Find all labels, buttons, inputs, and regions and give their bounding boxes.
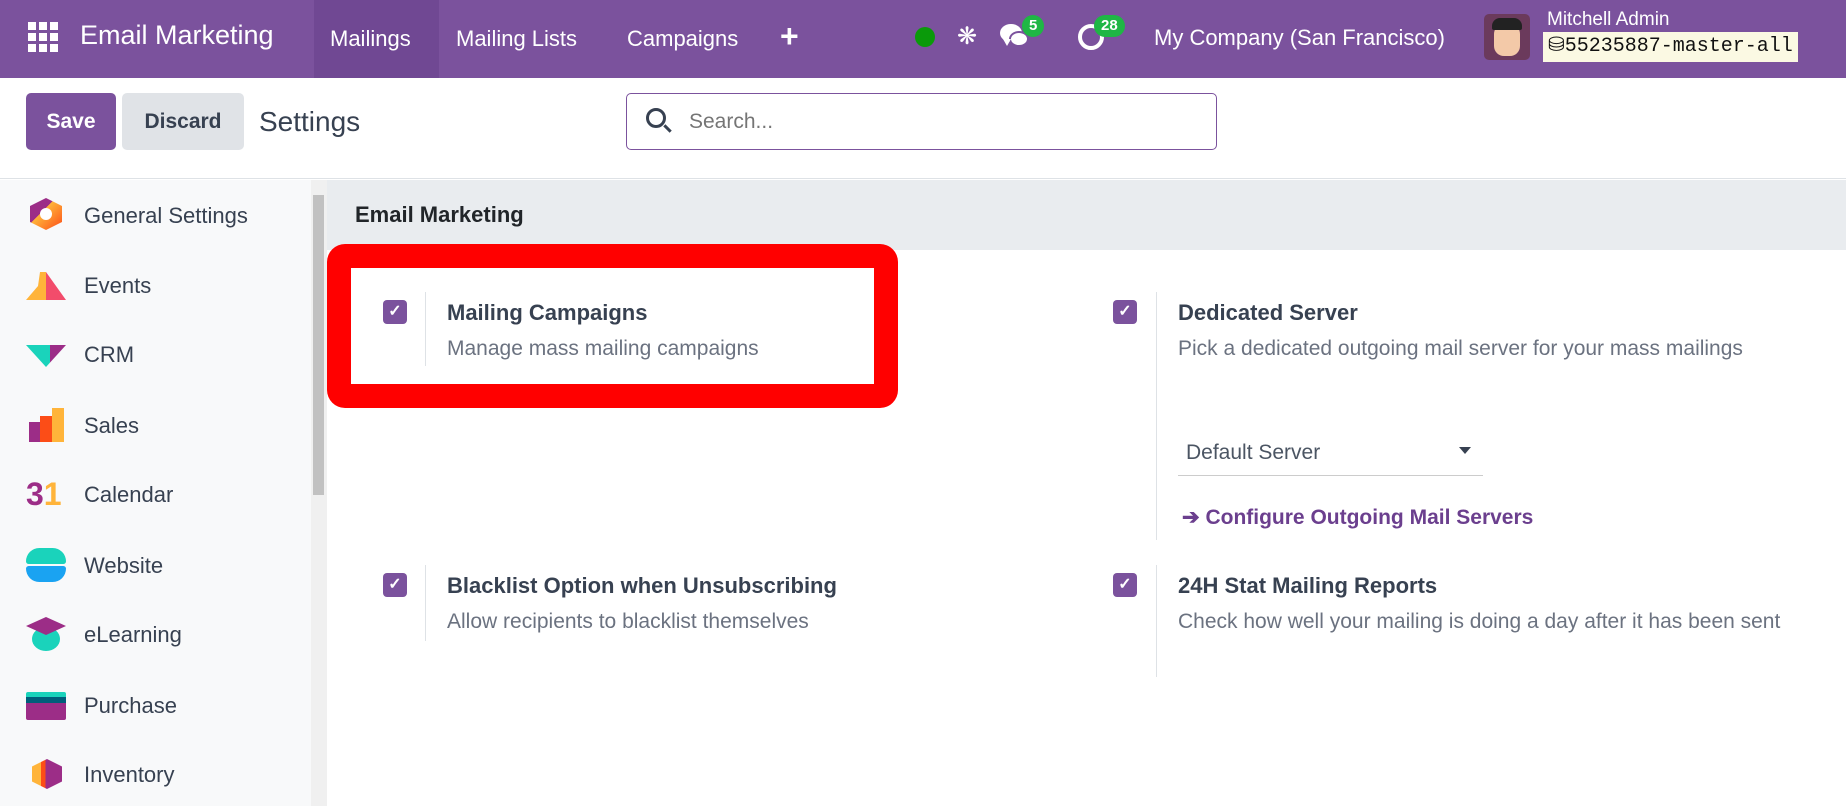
apps-menu-icon[interactable] [28,22,58,52]
stat-reports-desc: Check how well your mailing is doing a d… [1178,610,1781,633]
divider [1156,565,1157,677]
save-button[interactable]: Save [26,93,116,150]
divider [425,565,426,641]
events-icon [26,268,66,304]
elearning-icon [26,617,66,653]
mail-server-select[interactable]: Default Server [1178,437,1483,476]
sidebar-item-inventory[interactable]: Inventory [0,745,311,805]
sales-icon [26,408,66,444]
sidebar-item-label: Purchase [84,693,177,718]
website-icon [26,548,66,584]
discard-button[interactable]: Discard [122,93,244,150]
crm-icon [26,337,66,373]
sidebar-item-label: CRM [84,342,135,367]
section-title: Email Marketing [355,202,524,227]
sidebar-item-label: eLearning [84,622,182,647]
sidebar-item-label: Sales [84,413,140,438]
sidebar-item-purchase[interactable]: Purchase [0,676,311,736]
sidebar-item-crm[interactable]: CRM [0,325,311,385]
configure-mail-servers-label: Configure Outgoing Mail Servers [1205,506,1534,529]
sidebar-item-events[interactable]: Events [0,256,311,316]
search-icon [646,108,666,128]
general-settings-icon [26,198,66,234]
sidebar-item-website[interactable]: Website [0,536,311,596]
breadcrumb-settings: Settings [259,106,361,137]
user-name[interactable]: Mitchell Admin [1547,9,1670,30]
sidebar-item-calendar[interactable]: 31 Calendar [0,465,311,525]
menu-mailings[interactable]: Mailings [314,0,439,78]
app-title[interactable]: Email Marketing [80,20,274,50]
stat-reports-checkbox[interactable]: ✓ [1113,573,1137,597]
database-name: 55235887-master-all [1564,35,1793,58]
dedicated-server-desc: Pick a dedicated outgoing mail server fo… [1178,337,1743,360]
configure-mail-servers-link[interactable]: ➔ Configure Outgoing Mail Servers [1182,505,1533,530]
blacklist-desc: Allow recipients to blacklist themselves [447,610,809,633]
sidebar-item-label: Events [84,273,152,298]
dedicated-server-title: Dedicated Server [1178,300,1358,325]
company-switcher[interactable]: My Company (San Francisco) [1154,25,1445,50]
user-avatar[interactable] [1484,14,1530,60]
sidebar-item-label: General Settings [84,203,248,228]
status-dot-icon [915,27,935,47]
menu-campaigns[interactable]: Campaigns [627,26,739,51]
database-icon: ⛁ [1548,35,1565,58]
highlight-box [327,244,898,408]
sidebar-item-label: Inventory [84,762,175,787]
activities-clock-icon[interactable] [1078,24,1104,50]
activities-badge: 28 [1094,15,1125,37]
mailing-campaigns-checkbox[interactable]: ✓ [383,300,407,324]
plus-icon[interactable]: + [780,18,799,54]
mailing-campaigns-title: Mailing Campaigns [447,300,648,325]
search-input[interactable] [626,93,1217,150]
sidebar-item-sales[interactable]: Sales [0,396,311,456]
sidebar-item-label: Calendar [84,482,174,507]
stat-reports-title: 24H Stat Mailing Reports [1178,573,1438,598]
chevron-down-icon [1459,447,1471,454]
messages-badge: 5 [1022,15,1045,37]
purchase-icon [26,688,66,724]
arrow-right-icon: ➔ [1182,506,1200,529]
inventory-icon [26,757,66,793]
top-navbar: Email Marketing Mailings Mailing Lists C… [0,0,1846,78]
sidebar-item-general-settings[interactable]: General Settings [0,186,311,246]
sidebar-item-elearning[interactable]: eLearning [0,605,311,665]
calendar-icon: 31 [26,476,62,512]
sidebar-item-label: Website [84,553,164,578]
mail-server-select-value: Default Server [1186,441,1321,464]
database-label: ⛁55235887-master-all [1543,32,1798,62]
sidebar-scrollbar[interactable] [311,180,327,806]
divider [425,292,426,366]
messages-icon[interactable] [1000,24,1030,52]
control-panel: Save Discard Settings [0,78,1846,179]
debug-bug-icon[interactable]: ❋ [957,23,978,50]
search-field[interactable] [689,106,1189,138]
dedicated-server-checkbox[interactable]: ✓ [1113,300,1137,324]
settings-sidebar: General Settings Events CRM Sales 31 Cale… [0,180,311,806]
blacklist-checkbox[interactable]: ✓ [383,573,407,597]
section-header: Email Marketing [327,180,1846,250]
divider [1156,292,1157,540]
mailing-campaigns-desc: Manage mass mailing campaigns [447,337,759,360]
blacklist-title: Blacklist Option when Unsubscribing [447,573,837,598]
menu-mailing-lists[interactable]: Mailing Lists [456,26,578,51]
